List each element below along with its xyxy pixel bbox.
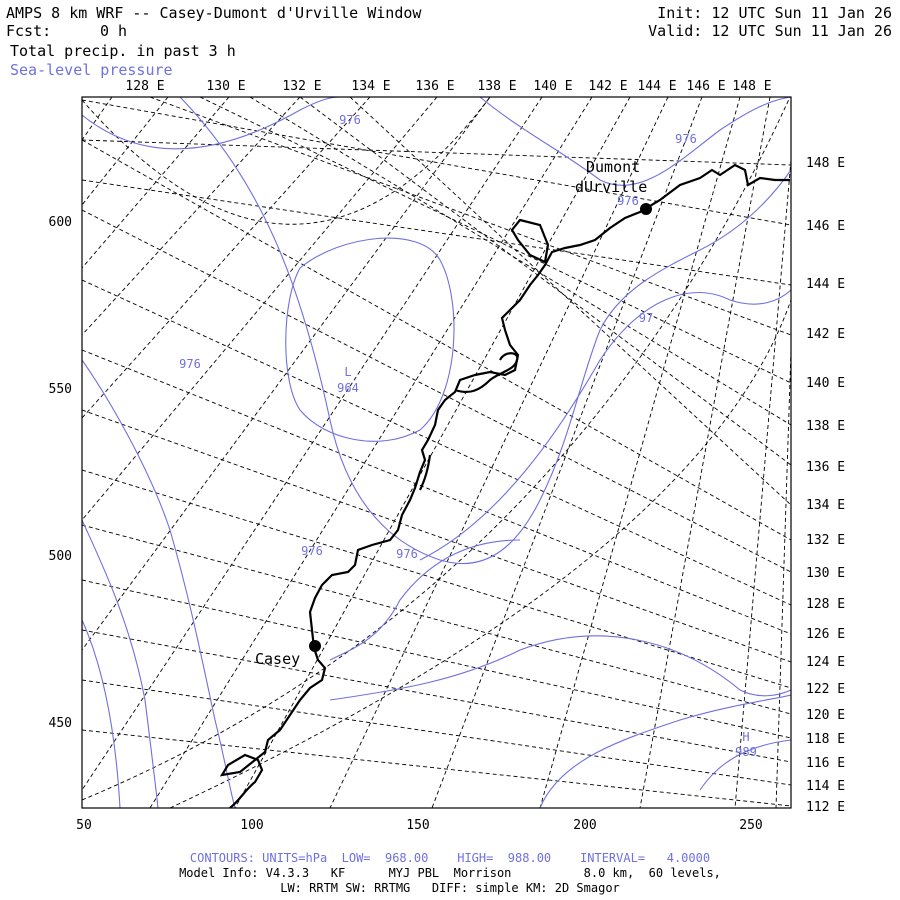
coastline-inlet2 <box>419 454 432 491</box>
map-frame <box>81 96 792 809</box>
contour-info: CONTOURS: UNITS=hPa LOW= 968.00 HIGH= 98… <box>189 851 711 865</box>
coastline-island <box>510 218 550 264</box>
valid-time: Valid: 12 UTC Sun 11 Jan 26 <box>648 22 892 40</box>
contour-label: 976 <box>339 113 361 127</box>
right-lon-label: 130 E <box>806 566 845 581</box>
x-tick-label: 200 <box>573 818 596 833</box>
right-lon-label: 124 E <box>806 655 845 670</box>
top-lon-label: 136 E <box>415 79 454 94</box>
coastline-main <box>219 163 790 808</box>
right-lon-label: 148 E <box>806 156 845 171</box>
forecast-label: Fcst: <box>6 22 52 40</box>
y-tick-label: 600 <box>49 215 72 230</box>
contour-988 <box>539 694 791 808</box>
contour-labels: 976 976 976 976 976 976 L 964 H 989 97 <box>179 113 757 759</box>
station-label-dumont-line2: dUrville <box>575 178 647 196</box>
right-lon-label: 144 E <box>806 277 845 292</box>
right-lon-label: 118 E <box>806 732 845 747</box>
y-tick-label: 450 <box>49 716 72 731</box>
contour-976-west3 <box>82 619 121 808</box>
top-lon-label: 148 E <box>732 79 771 94</box>
right-lon-label: 112 E <box>806 800 845 815</box>
meridian-lines <box>82 97 791 808</box>
field-name: Total precip. in past 3 h <box>10 42 236 60</box>
right-lon-label: 140 E <box>806 376 845 391</box>
station-label-casey: Casey <box>255 650 300 668</box>
contour-989 <box>699 739 791 791</box>
right-lon-label: 132 E <box>806 533 845 548</box>
overlay-name: Sea-level pressure <box>10 61 173 79</box>
contour-label: 976 <box>396 547 418 561</box>
contour-label: 976 <box>675 132 697 146</box>
contour-976-west2 <box>82 519 159 808</box>
right-lon-label: 122 E <box>806 682 845 697</box>
right-lon-label: 134 E <box>806 498 845 513</box>
right-lon-label: 120 E <box>806 708 845 723</box>
right-lon-label: 136 E <box>806 460 845 475</box>
x-tick-label: 150 <box>406 818 429 833</box>
contour-976-center <box>179 97 541 565</box>
y-tick-label: 500 <box>49 549 72 564</box>
high-value: 989 <box>735 745 757 759</box>
right-lon-label: 128 E <box>806 597 845 612</box>
x-tick-label: 100 <box>240 818 263 833</box>
right-lon-label: 146 E <box>806 219 845 234</box>
coastline-inlet <box>454 352 519 394</box>
forecast-hour: 0 h <box>100 22 128 40</box>
station-dot-casey <box>309 640 321 652</box>
top-lon-label: 132 E <box>282 79 321 94</box>
contour-980 <box>419 289 791 561</box>
contour-label: 97 <box>639 311 653 325</box>
contour-label: 976 <box>301 544 323 558</box>
top-lon-label: 142 E <box>588 79 627 94</box>
top-lon-label: 144 E <box>637 79 676 94</box>
graticule <box>82 97 791 808</box>
station-labels: Dumont dUrville Casey <box>255 158 647 668</box>
top-lon-label: 128 E <box>125 79 164 94</box>
right-longitude-labels: 148 E 146 E 144 E 142 E 140 E 138 E 136 … <box>806 156 845 815</box>
top-lon-label: 134 E <box>351 79 390 94</box>
contour-976-north <box>82 97 341 150</box>
contour-976-northeast <box>479 97 791 186</box>
right-lon-label: 142 E <box>806 327 845 342</box>
right-lon-label: 114 E <box>806 779 845 794</box>
map-title: AMPS 8 km WRF -- Casey-Dumont d'Urville … <box>6 4 422 22</box>
contour-label: 976 <box>617 194 639 208</box>
latitude-arcs <box>82 97 791 808</box>
contour-976-west <box>82 359 236 808</box>
model-info: Model Info: V4.3.3 KF MYJ PBL Morrison 8… <box>179 866 721 880</box>
contour-964 <box>285 237 455 442</box>
right-lon-label: 116 E <box>806 756 845 771</box>
contour-980b <box>329 539 521 661</box>
contour-976-east <box>539 169 791 501</box>
physics-info: LW: RRTM SW: RRTMG DIFF: simple KM: 2D S… <box>280 881 620 895</box>
contour-label: 976 <box>179 357 201 371</box>
top-longitude-labels: 128 E 130 E 132 E 134 E 136 E 138 E 140 … <box>125 79 771 94</box>
right-lon-label: 126 E <box>806 627 845 642</box>
top-lon-label: 138 E <box>477 79 516 94</box>
coastline <box>219 163 790 808</box>
init-time: Init: 12 UTC Sun 11 Jan 26 <box>657 4 892 22</box>
top-lon-label: 130 E <box>206 79 245 94</box>
right-lon-label: 138 E <box>806 419 845 434</box>
pressure-contours <box>82 97 791 808</box>
x-tick-label: 250 <box>739 818 762 833</box>
low-marker: L <box>344 365 351 379</box>
station-dot-dumont <box>640 203 652 215</box>
contour-984 <box>329 635 791 701</box>
high-marker: H <box>742 730 749 744</box>
axis-tick-labels: 50 100 150 200 250 600 550 500 450 <box>49 215 763 833</box>
low-value: 964 <box>337 381 359 395</box>
station-label-dumont-line1: Dumont <box>586 158 640 176</box>
top-lon-label: 146 E <box>686 79 725 94</box>
x-tick-label: 50 <box>76 818 92 833</box>
top-lon-label: 140 E <box>533 79 572 94</box>
y-tick-label: 550 <box>49 382 72 397</box>
